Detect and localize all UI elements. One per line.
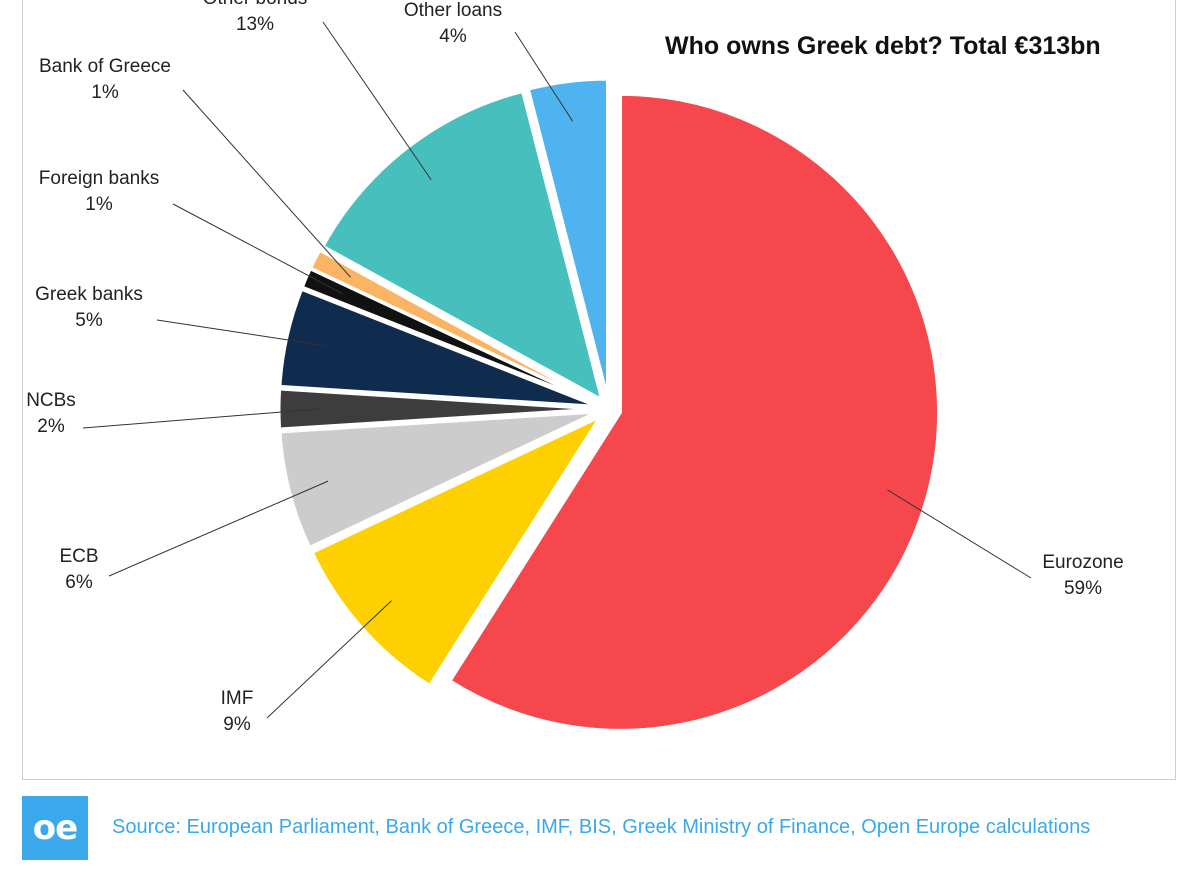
leader-line-ecb [108, 480, 329, 577]
slice-percent-bank-of-greece: 1% [91, 82, 119, 103]
slice-percent-ncbs: 2% [37, 416, 65, 437]
source-note: Source: European Parliament, Bank of Gre… [112, 816, 1091, 838]
slice-label-other-loans: Other loans [404, 0, 502, 21]
slice-label-ncbs: NCBs [26, 390, 76, 411]
pie-slice-other-loans [526, 77, 609, 398]
slice-label-greek-banks: Greek banks [35, 284, 143, 305]
slice-percent-greek-banks: 5% [75, 310, 103, 331]
slice-percent-other-bonds: 13% [236, 14, 274, 35]
slice-label-eurozone: Eurozone [1042, 552, 1123, 573]
slice-percent-ecb: 6% [65, 572, 93, 593]
slice-percent-eurozone: 59% [1064, 578, 1102, 599]
logo-text: oe [32, 808, 78, 848]
slice-label-ecb: ECB [59, 546, 98, 567]
slice-percent-foreign-banks: 1% [85, 194, 113, 215]
leader-line-other-bonds [322, 21, 432, 181]
slice-label-other-bonds: Other bonds [203, 0, 308, 9]
leader-line-foreign-banks [172, 203, 344, 295]
pie-slice-ecb [278, 410, 599, 550]
leader-line-greek-banks [156, 319, 327, 347]
slice-label-imf: IMF [221, 688, 254, 709]
slice-percent-imf: 9% [223, 714, 251, 735]
chart-title: Who owns Greek debt? Total €313bn [665, 32, 1101, 60]
pie-slice-bank-of-greece [308, 248, 600, 405]
leader-line-eurozone [887, 489, 1032, 579]
pie-chart: Who owns Greek debt? Total €313bn Eurozo… [26, 0, 1123, 735]
leader-line-ncbs [82, 408, 320, 429]
pie-slice-greek-banks [278, 287, 598, 408]
slice-label-foreign-banks: Foreign banks [39, 168, 159, 189]
leader-line-other-loans [514, 31, 574, 122]
leader-line-bank-of-greece [182, 89, 351, 278]
pie-slice-imf [310, 413, 605, 688]
chart-frame: Who owns Greek debt? Total €313bn Eurozo… [22, 0, 1176, 780]
pie-slice-other-bonds [320, 89, 604, 403]
leader-line-imf [266, 600, 392, 719]
pie-slice-ncbs [277, 387, 598, 431]
pie-slice-eurozone [448, 92, 941, 732]
open-europe-logo: oe [22, 796, 88, 860]
slice-label-bank-of-greece: Bank of Greece [39, 56, 171, 77]
slice-percent-other-loans: 4% [439, 26, 467, 47]
